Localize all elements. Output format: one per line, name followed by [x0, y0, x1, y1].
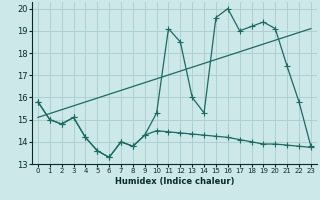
X-axis label: Humidex (Indice chaleur): Humidex (Indice chaleur) [115, 177, 234, 186]
